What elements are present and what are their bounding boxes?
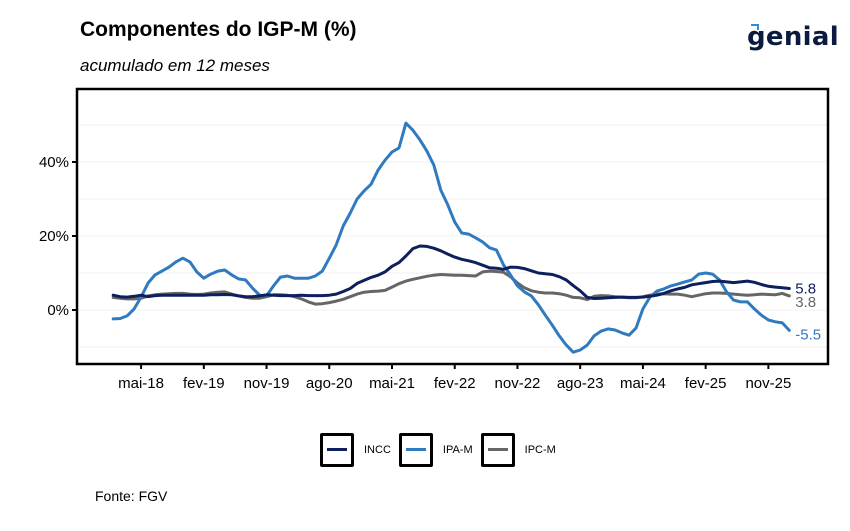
legend-key-ipc-m (480, 433, 515, 467)
y-tick-label: 20% (39, 228, 69, 245)
legend-key-incc (320, 433, 354, 467)
series-line-ipc-m (111, 269, 791, 306)
series-line-incc (111, 244, 791, 300)
series-lines (111, 121, 791, 354)
legend-label: IPC-M (524, 444, 556, 456)
gridlines (77, 124, 828, 348)
chart-title: Componentes do IGP-M (%) (80, 18, 357, 41)
series-line-ipa-m (111, 121, 791, 354)
plot-frame (75, 87, 830, 366)
x-tick-label: nov-22 (495, 375, 541, 392)
source-note: Fonte: FGV (95, 488, 168, 504)
x-tick-label: mai-18 (118, 375, 164, 392)
legend-item-ipa-m: IPA-M (398, 433, 473, 467)
chart-subtitle: acumulado em 12 meses (80, 56, 270, 75)
legend-item-ipc-m: IPC-M (480, 433, 556, 467)
x-tick-label: fev-19 (183, 375, 225, 392)
x-tick-label: nov-25 (745, 375, 791, 392)
x-tick-label: fev-25 (685, 375, 727, 392)
end-label-incc: 5.8 (795, 281, 816, 298)
y-tick-label: 40% (39, 154, 69, 171)
x-tick-label: ago-23 (557, 375, 604, 392)
genial-logo: genial (747, 22, 839, 52)
end-label-ipa-m: -5.5 (795, 326, 821, 343)
x-tick-label: nov-19 (244, 375, 290, 392)
legend-label: INCC (364, 444, 391, 456)
x-tick-label: mai-24 (620, 375, 666, 392)
x-tick-label: fev-22 (434, 375, 476, 392)
end-labels: 5.83.8 -5.5 (795, 281, 821, 344)
legend-key-ipa-m (398, 433, 433, 467)
end-label-ipc-m: 3.8 (795, 294, 816, 311)
y-tick-label: 0% (47, 302, 69, 319)
x-tick-label: ago-20 (306, 375, 353, 392)
axes: 0% 20% 40% mai-18 fev-19 nov-19 ago-20 mai-21 fe… (39, 87, 830, 392)
x-tick-label: mai-21 (369, 375, 415, 392)
legend-label: IPA-M (442, 444, 473, 456)
legend-item-incc: INCC (320, 433, 391, 467)
logo-accent-icon (751, 24, 759, 30)
legend: INCC IPA-M IPC-M (320, 433, 564, 467)
